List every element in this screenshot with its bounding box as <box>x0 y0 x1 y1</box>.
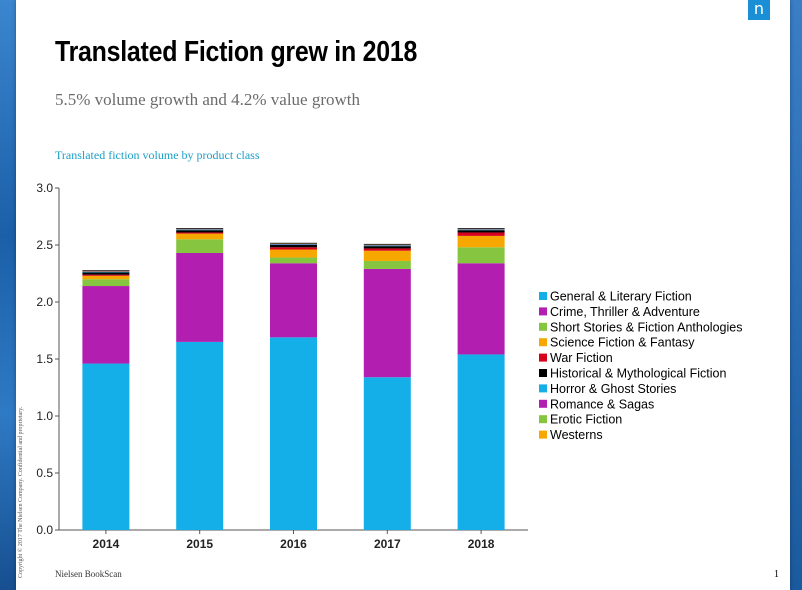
legend-label: Short Stories & Fiction Anthologies <box>550 320 742 334</box>
page-number: 1 <box>774 569 779 580</box>
bar-segment <box>270 244 317 246</box>
bar-segment <box>270 257 317 264</box>
bar-segment <box>176 233 224 240</box>
slide: n Translated Fiction grew in 2018 5.5% v… <box>16 0 790 590</box>
nielsen-logo-icon: n <box>748 0 770 20</box>
bar-segment <box>363 245 411 247</box>
bar-segment <box>363 246 411 249</box>
legend-swatch <box>539 338 547 347</box>
legend-swatch <box>539 353 547 362</box>
stacked-bar-chart: 0.0 0.5 1.0 1.5 2.0 2.5 3.0 2014 2015 2016 2017 201… <box>36 181 742 551</box>
legend-label: Crime, Thriller & Adventure <box>550 305 700 319</box>
chart-axes: 0.0 0.5 1.0 1.5 2.0 2.5 3.0 2014 2015 2016 2017 201… <box>36 181 528 551</box>
bar-segment <box>270 263 317 338</box>
bar-segment <box>363 248 411 251</box>
x-tick-label: 2014 <box>93 537 120 551</box>
bar-segment <box>176 252 224 342</box>
legend-swatch <box>539 384 547 393</box>
legend-label: War Fiction <box>550 351 613 365</box>
bar-segment <box>82 271 130 273</box>
bar-segment <box>176 230 224 233</box>
bar-segment <box>457 229 505 230</box>
bar-segment <box>363 377 411 530</box>
legend-label: Historical & Mythological Fiction <box>550 367 726 381</box>
bar-segment <box>270 249 317 258</box>
bar-segment <box>176 239 224 253</box>
bar-segment <box>82 363 130 530</box>
bar-segment <box>176 229 224 230</box>
bar-segment <box>270 245 317 248</box>
bar-segment <box>457 232 505 236</box>
x-tick-label: 2015 <box>186 537 213 551</box>
y-tick-label: 1.0 <box>36 409 53 423</box>
bar-segment <box>82 272 130 275</box>
legend-label: Westerns <box>550 428 603 442</box>
legend-swatch <box>539 307 547 316</box>
chart-bars <box>82 227 505 530</box>
bar-segment <box>82 279 130 287</box>
legend-swatch <box>539 415 547 424</box>
y-tick-label: 0.0 <box>36 523 53 537</box>
x-tick-label: 2018 <box>468 537 495 551</box>
bar-segment <box>176 341 224 530</box>
y-tick-label: 3.0 <box>36 181 53 195</box>
legend-swatch <box>539 322 547 331</box>
bar-segment <box>457 235 505 248</box>
bar-segment <box>457 354 505 530</box>
bar-segment <box>457 263 505 355</box>
bar-segment <box>176 232 224 234</box>
y-tick-label: 2.0 <box>36 295 53 309</box>
bar-segment <box>270 247 317 250</box>
x-tick-label: 2016 <box>280 537 307 551</box>
copyright-notice: Copyright © 2017 The Nielsen Company. Co… <box>18 406 24 578</box>
desktop-background-left <box>0 0 16 590</box>
source-note: Nielsen BookScan <box>55 569 122 579</box>
legend-swatch <box>539 399 547 408</box>
x-tick-label: 2017 <box>374 537 401 551</box>
legend-label: Romance & Sagas <box>550 397 654 411</box>
bar-segment <box>363 260 411 269</box>
bar-segment <box>82 271 130 272</box>
bar-segment <box>457 230 505 233</box>
bar-segment <box>176 229 224 231</box>
legend-swatch <box>539 292 547 300</box>
bar-segment <box>457 229 505 231</box>
bar-segment <box>82 286 130 364</box>
chart-heading: Translated fiction volume by product cla… <box>55 148 260 162</box>
slide-subtitle: 5.5% volume growth and 4.2% value growth <box>55 90 360 109</box>
legend-label: Erotic Fiction <box>550 413 622 427</box>
bar-segment <box>363 245 411 246</box>
legend-swatch <box>539 430 547 439</box>
legend-label: Science Fiction & Fantasy <box>550 336 695 350</box>
bar-segment <box>270 243 317 245</box>
y-tick-label: 1.5 <box>36 352 53 366</box>
bar-segment <box>363 268 411 378</box>
y-tick-label: 2.5 <box>36 238 53 252</box>
bar-segment <box>82 274 130 276</box>
bar-segment <box>270 337 317 530</box>
slide-title: Translated Fiction grew in 2018 <box>55 36 418 68</box>
y-tick-label: 0.5 <box>36 466 53 480</box>
bar-segment <box>363 250 411 261</box>
legend-label: General & Literary Fiction <box>550 290 692 304</box>
desktop-background-right <box>790 0 802 590</box>
bar-segment <box>82 275 130 280</box>
legend-label: Horror & Ghost Stories <box>550 382 676 396</box>
bar-segment <box>457 247 505 264</box>
legend-swatch <box>539 369 547 377</box>
